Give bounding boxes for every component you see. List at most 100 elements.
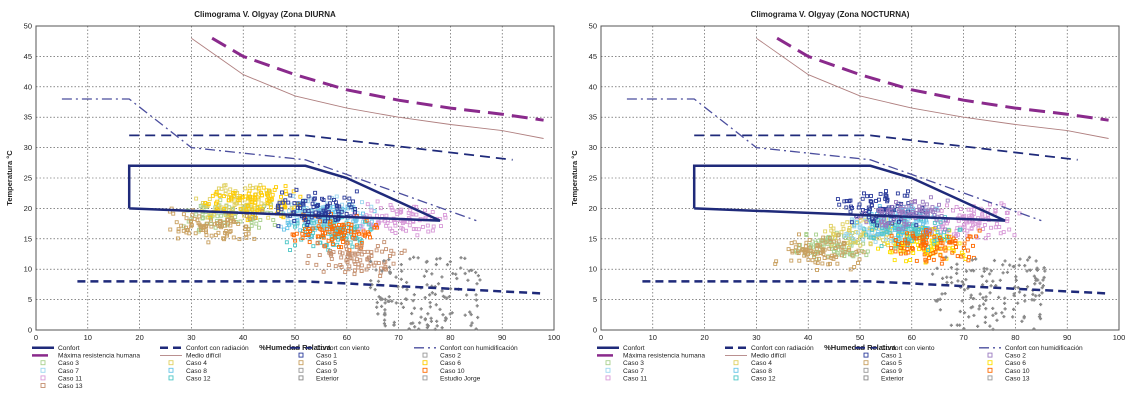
- data-point: [1023, 263, 1027, 268]
- data-point: [793, 245, 798, 250]
- data-point: [903, 237, 908, 242]
- chart-title: Climograma V. Olgyay (Zona DIURNA: [194, 10, 336, 19]
- data-point: [209, 222, 214, 226]
- data-point: [847, 228, 851, 233]
- series-confort-con-viento: [694, 134, 1078, 161]
- data-point: [1002, 314, 1006, 319]
- data-point: [1017, 263, 1021, 267]
- x-tick-label: 100: [1113, 333, 1126, 342]
- data-point: [935, 230, 940, 235]
- data-point: [424, 269, 429, 273]
- data-point: [959, 254, 964, 259]
- data-point: [359, 224, 364, 229]
- data-point: [1042, 266, 1046, 270]
- data-point: [213, 192, 218, 197]
- data-point: [200, 203, 205, 208]
- data-point: [953, 241, 958, 246]
- data-point: [206, 202, 211, 207]
- data-point: [1013, 285, 1017, 289]
- data-point: [879, 231, 884, 236]
- data-point: [842, 241, 847, 246]
- legend-swatch: [733, 360, 739, 366]
- data-point: [983, 236, 988, 241]
- data-point: [953, 239, 958, 243]
- data-point: [405, 280, 409, 285]
- data-point: [454, 272, 458, 276]
- data-point: [347, 196, 352, 201]
- legend-swatch: [422, 367, 428, 373]
- data-point: [976, 324, 980, 328]
- data-point: [291, 233, 296, 238]
- data-point: [325, 203, 330, 208]
- data-point: [250, 186, 255, 191]
- data-point: [971, 269, 976, 273]
- legend-swatch: [40, 360, 46, 366]
- data-point: [1014, 278, 1018, 282]
- data-point: [469, 323, 473, 328]
- data-point: [474, 327, 478, 331]
- legend-swatch: [733, 375, 739, 381]
- data-point: [427, 293, 432, 297]
- data-point: [336, 211, 341, 216]
- data-point: [350, 244, 355, 249]
- data-point: [1023, 299, 1027, 303]
- data-point: [898, 249, 903, 254]
- legend-label: Exterior: [316, 375, 340, 382]
- data-point: [817, 256, 821, 261]
- legend-label: Confort con humidificación: [440, 345, 518, 352]
- data-point: [971, 223, 975, 228]
- data-point: [279, 194, 283, 199]
- data-point: [932, 234, 937, 239]
- data-point: [984, 295, 988, 299]
- data-point: [393, 223, 398, 228]
- data-point: [407, 327, 411, 331]
- legend-label: Caso 2: [1005, 353, 1026, 360]
- data-point: [877, 197, 881, 202]
- data-point: [835, 197, 840, 202]
- data-point: [907, 222, 912, 227]
- data-point: [835, 261, 840, 266]
- data-point: [391, 251, 396, 256]
- series-confort-con-radiacion: [642, 280, 1109, 295]
- legend-label: Caso 9: [881, 368, 902, 375]
- data-point: [183, 225, 188, 230]
- data-point: [1026, 258, 1030, 262]
- data-point: [984, 307, 988, 311]
- data-point: [387, 265, 391, 269]
- data-point: [994, 221, 999, 226]
- data-point: [232, 190, 237, 195]
- data-point: [410, 311, 414, 316]
- data-point: [459, 266, 463, 270]
- data-point: [918, 227, 923, 232]
- x-tick-label: 70: [394, 333, 402, 342]
- data-point: [435, 324, 439, 328]
- data-point: [858, 243, 863, 248]
- data-point: [900, 240, 904, 245]
- data-point: [823, 240, 828, 245]
- legend-swatch: [40, 383, 46, 388]
- data-point: [1011, 315, 1015, 319]
- data-point: [1034, 294, 1038, 298]
- x-tick-label: 0: [34, 333, 38, 342]
- data-point: [893, 249, 898, 254]
- data-point: [940, 292, 944, 296]
- data-point: [306, 194, 311, 199]
- data-point: [244, 207, 249, 212]
- data-point: [1012, 292, 1016, 296]
- data-point: [938, 253, 943, 258]
- data-point: [803, 244, 808, 249]
- data-point: [300, 210, 305, 214]
- data-point: [821, 252, 826, 257]
- data-point: [225, 233, 229, 238]
- data-point: [815, 268, 819, 272]
- data-point: [989, 269, 993, 273]
- data-point: [352, 230, 357, 235]
- data-point: [435, 319, 439, 323]
- data-point: [346, 222, 351, 226]
- data-point: [425, 223, 430, 228]
- data-point: [939, 208, 944, 213]
- data-point: [252, 236, 257, 241]
- legend-label: Caso 11: [623, 375, 647, 382]
- data-point: [796, 251, 801, 256]
- data-point: [434, 303, 438, 307]
